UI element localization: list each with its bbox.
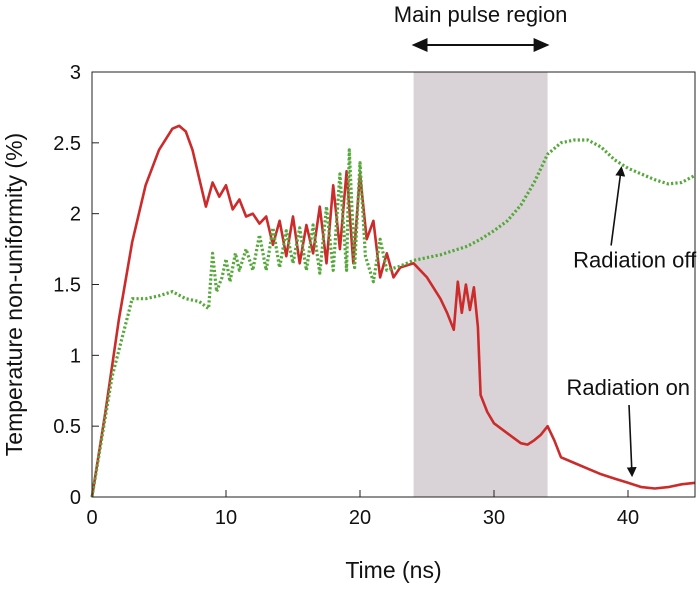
y-tick-label: 3 bbox=[70, 62, 81, 84]
main-pulse-annotation: Main pulse region bbox=[394, 2, 568, 27]
y-tick-label: 0.5 bbox=[53, 416, 81, 438]
y-tick-label: 1 bbox=[70, 345, 81, 367]
y-tick-label: 2 bbox=[70, 204, 81, 226]
radiation-on-arrow bbox=[626, 404, 637, 478]
x-axis-label: Time (ns) bbox=[345, 557, 441, 583]
x-tick-label: 40 bbox=[617, 507, 639, 529]
radiation-on-annotation: Radiation on bbox=[567, 375, 691, 400]
series-line-radiation-off bbox=[90, 138, 696, 498]
x-tick-label: 20 bbox=[349, 507, 371, 529]
main-pulse-shaded-region bbox=[413, 72, 548, 497]
y-tick-label: 2.5 bbox=[53, 133, 81, 155]
plot-frame bbox=[91, 71, 696, 498]
radiation-off-annotation: Radiation off bbox=[573, 248, 697, 273]
y-axis-label: Temperature non-uniformity (%) bbox=[1, 133, 27, 456]
x-tick-label: 30 bbox=[483, 507, 505, 529]
y-axis-ticks: 0 0.5 1 1.5 2 2.5 3 bbox=[53, 62, 99, 509]
x-tick-label: 0 bbox=[86, 507, 97, 529]
radiation-off-arrow bbox=[610, 166, 626, 246]
y-tick-label: 0 bbox=[70, 487, 81, 509]
x-tick-label: 10 bbox=[215, 507, 237, 529]
series-layer bbox=[90, 124, 696, 498]
y-tick-label: 1.5 bbox=[53, 275, 81, 297]
x-axis-ticks: 0 10 20 30 40 bbox=[86, 490, 639, 529]
series-line-radiation-on bbox=[90, 124, 696, 498]
